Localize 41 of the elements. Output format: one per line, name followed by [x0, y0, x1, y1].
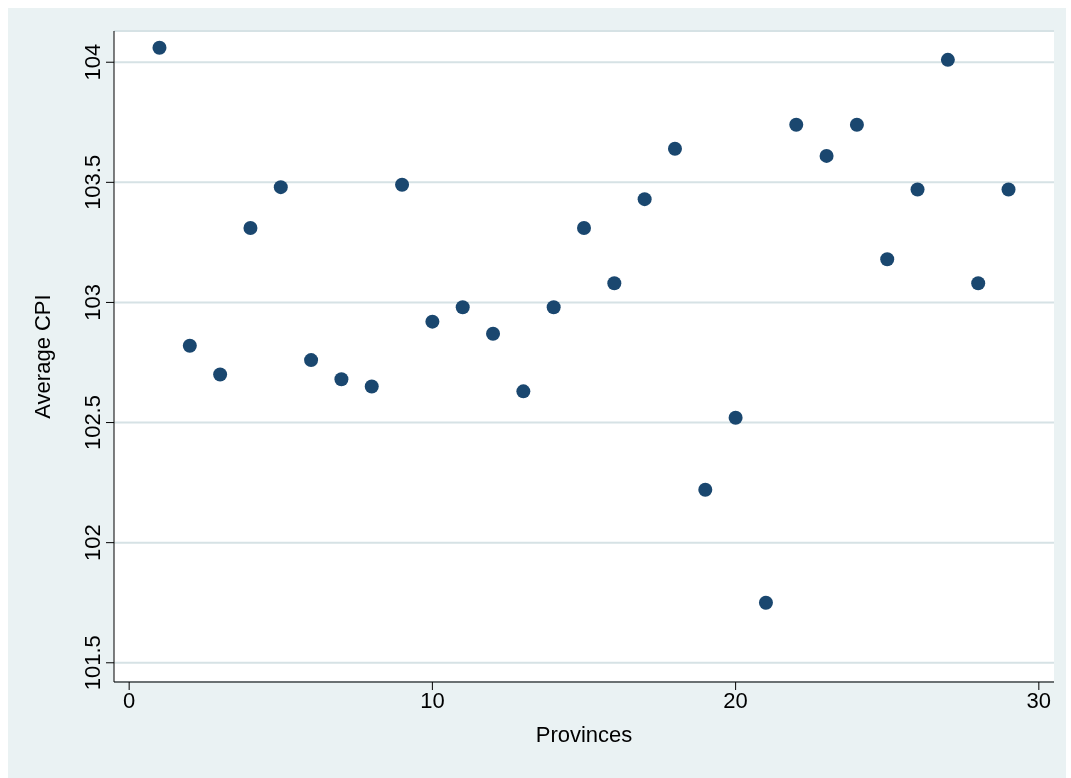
point — [425, 314, 440, 329]
point — [910, 182, 925, 197]
y-axis-title: Average CPI — [29, 294, 55, 419]
point — [940, 52, 955, 67]
point — [607, 276, 622, 291]
point — [667, 141, 682, 156]
y-tick-label: 102 — [80, 524, 105, 562]
y-tick-label: 103.5 — [80, 154, 105, 210]
point — [334, 372, 349, 387]
point — [304, 353, 319, 368]
point — [789, 117, 804, 132]
point — [152, 40, 167, 55]
point — [486, 326, 501, 341]
point — [849, 117, 864, 132]
x-tick-label: 20 — [723, 687, 748, 713]
point — [577, 220, 591, 235]
point — [213, 367, 228, 382]
point — [273, 180, 288, 195]
point — [395, 177, 410, 192]
x-tick-label: 10 — [420, 687, 445, 713]
point — [728, 410, 743, 425]
point — [516, 384, 531, 399]
point — [182, 338, 197, 353]
point — [880, 252, 895, 267]
y-tick-label: 104 — [80, 43, 105, 81]
point — [819, 148, 834, 163]
x-tick-label: 30 — [1026, 687, 1052, 713]
x-axis-title: Provinces — [535, 721, 633, 747]
x-tick-label: 0 — [123, 687, 136, 713]
point — [698, 482, 713, 497]
point — [243, 220, 258, 235]
y-tick-label: 103 — [80, 284, 105, 321]
point — [364, 379, 379, 394]
y-tick-label: 102.5 — [80, 395, 105, 451]
point — [971, 276, 986, 291]
point — [546, 300, 561, 315]
y-tick-label: 101.5 — [80, 635, 105, 691]
point — [758, 595, 773, 610]
point — [637, 192, 652, 207]
point — [455, 300, 470, 315]
point — [1001, 182, 1016, 197]
